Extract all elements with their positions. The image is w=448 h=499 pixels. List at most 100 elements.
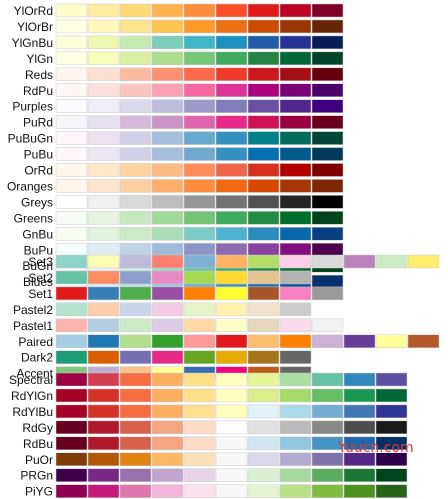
color-swatch — [183, 147, 216, 161]
color-swatch — [215, 99, 248, 113]
palette-label: RdGy — [22, 421, 53, 435]
color-swatch — [279, 131, 312, 145]
palette-label: Pastel2 — [13, 303, 53, 317]
color-swatch — [87, 350, 120, 364]
color-swatch — [247, 468, 280, 482]
color-swatch — [151, 67, 184, 82]
color-swatch — [279, 83, 312, 97]
color-swatch — [119, 302, 152, 317]
color-swatch — [87, 131, 120, 145]
color-swatch — [151, 420, 184, 435]
color-swatch — [119, 195, 152, 209]
color-swatch — [151, 147, 184, 161]
color-swatch — [279, 227, 312, 241]
color-swatch — [87, 211, 120, 225]
color-swatch — [375, 468, 408, 482]
color-swatch — [247, 3, 280, 18]
color-swatch — [55, 115, 88, 129]
color-swatch — [87, 19, 120, 34]
color-swatch — [151, 484, 184, 498]
color-swatch — [311, 404, 344, 419]
palette-label: Set2 — [28, 271, 53, 285]
color-swatch — [247, 163, 280, 177]
color-swatch — [247, 350, 280, 364]
color-swatch — [311, 211, 344, 225]
color-swatch — [183, 99, 216, 113]
color-swatch — [311, 468, 344, 482]
color-swatch — [87, 83, 120, 97]
palette-label: Purples — [12, 100, 53, 114]
color-swatch — [87, 286, 120, 301]
color-swatch — [215, 270, 248, 285]
color-swatch — [247, 436, 280, 451]
palette-row-set2: Set2 — [28, 270, 312, 285]
color-swatch — [247, 254, 280, 269]
color-swatch — [151, 35, 184, 50]
color-swatch — [215, 404, 248, 419]
color-swatch — [151, 83, 184, 97]
color-swatch — [87, 243, 120, 257]
color-swatch — [311, 3, 344, 18]
color-swatch — [183, 195, 216, 209]
color-swatch — [215, 3, 248, 18]
palette-row-rdylbu: RdYlBu — [12, 404, 408, 419]
color-swatch — [215, 286, 248, 301]
palette-row-dark2: Dark2 — [21, 350, 312, 365]
color-swatch — [343, 334, 376, 348]
color-swatch — [311, 243, 344, 257]
color-swatch — [279, 163, 312, 177]
color-swatch — [279, 388, 312, 403]
color-swatch — [119, 243, 152, 257]
palette-row-purd: PuRd — [23, 115, 344, 130]
color-swatch — [279, 420, 312, 435]
palette-row-set1: Set1 — [28, 286, 344, 301]
color-swatch — [247, 67, 280, 82]
color-swatch — [215, 163, 248, 177]
color-swatch — [55, 420, 88, 435]
color-swatch — [183, 131, 216, 145]
color-swatch — [343, 254, 376, 269]
palette-row-rdgy: RdGy — [22, 420, 408, 435]
color-swatch — [87, 227, 120, 241]
color-swatch — [279, 452, 312, 466]
palette-row-pastel2: Pastel2 — [13, 302, 312, 317]
color-swatch — [279, 51, 312, 66]
color-swatch — [183, 350, 216, 364]
color-swatch — [183, 211, 216, 225]
color-swatch — [119, 147, 152, 161]
palette-label: Pastel1 — [13, 319, 53, 333]
color-swatch — [151, 468, 184, 482]
color-swatch — [119, 3, 152, 18]
color-swatch — [215, 484, 248, 498]
color-swatch — [311, 83, 344, 97]
palette-row-greens: Greens — [14, 211, 344, 225]
palette-label: Greens — [14, 211, 53, 225]
color-swatch — [151, 243, 184, 257]
color-swatch — [119, 99, 152, 113]
color-swatch — [311, 35, 344, 50]
color-swatch — [119, 436, 152, 451]
color-swatch — [119, 83, 152, 97]
color-swatch — [311, 115, 344, 129]
color-swatch — [151, 51, 184, 66]
palette-row-rdbu: RdBu — [23, 436, 408, 451]
color-swatch — [151, 211, 184, 225]
color-swatch — [87, 452, 120, 466]
color-swatch — [151, 302, 184, 317]
color-swatch — [119, 51, 152, 66]
color-swatch — [279, 99, 312, 113]
color-swatch — [215, 195, 248, 209]
color-swatch — [247, 83, 280, 97]
color-swatch — [247, 452, 280, 466]
color-swatch — [215, 131, 248, 145]
color-swatch — [119, 286, 152, 301]
color-swatch — [55, 404, 88, 419]
color-swatch — [247, 420, 280, 435]
color-swatch — [311, 420, 344, 435]
color-swatch — [375, 420, 408, 435]
color-swatch — [311, 286, 344, 301]
color-swatch — [119, 484, 152, 498]
palette-label: RdYlGn — [11, 389, 53, 403]
color-swatch — [311, 99, 344, 113]
